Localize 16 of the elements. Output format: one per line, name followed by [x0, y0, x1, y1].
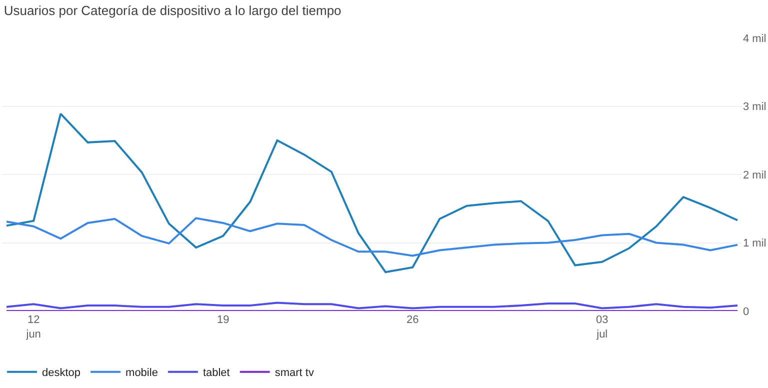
x-tick-label: 19 — [216, 314, 230, 326]
legend-label: desktop — [42, 367, 81, 380]
y-tick-label: 4 mil — [743, 32, 766, 45]
chart-title: Usuarios por Categoría de dispositivo a lo largo del tiempo — [4, 2, 342, 18]
legend-label: tablet — [202, 367, 230, 380]
x-tick-label: 26 — [406, 314, 419, 326]
line-series — [6, 217, 738, 257]
line-series — [6, 112, 738, 274]
y-tick-label: 1 mil — [743, 238, 766, 250]
legend-label: mobile — [126, 367, 158, 380]
legend-label: smart tv — [274, 367, 314, 380]
y-tick-label: 2 mil — [743, 169, 766, 182]
x-tick-label: 03 jul — [596, 314, 608, 340]
x-tick-label: 12 jun — [25, 314, 41, 340]
y-tick-label: 3 mil — [743, 101, 766, 114]
y-tick-label: 0 — [743, 306, 750, 318]
